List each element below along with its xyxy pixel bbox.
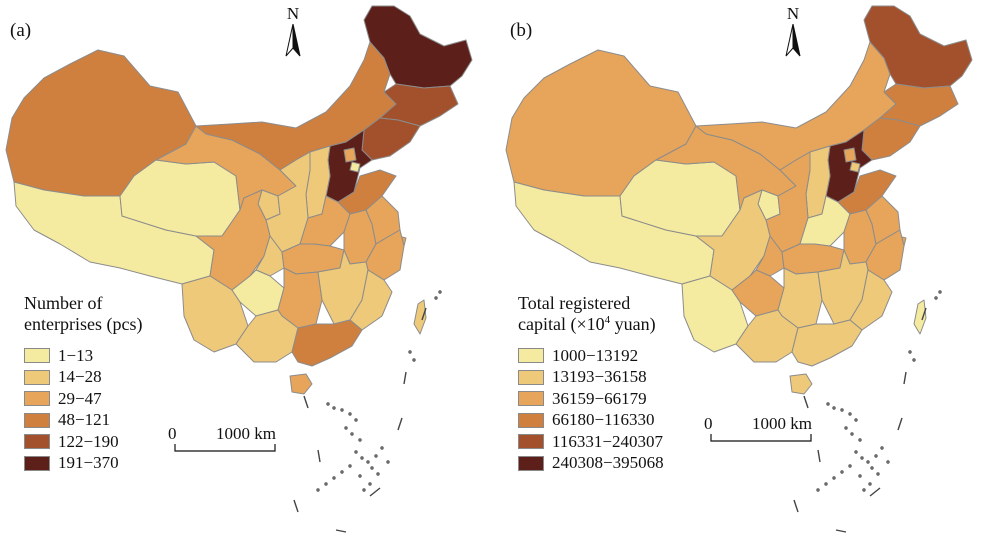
legend-title-line1: Total registered <box>518 293 631 313</box>
legend-swatch <box>518 369 544 385</box>
legend-title-prefix: capital (×10 <box>518 314 605 334</box>
scale-line <box>710 434 812 442</box>
legend-label: 36159−66179 <box>552 388 647 408</box>
map-panel-b: (b) N Total registered capital (×104 yua… <box>500 0 1000 540</box>
legend-item: 122−190 <box>24 431 142 453</box>
region-taiwan <box>413 299 427 335</box>
legend-title-line1: Number of <box>24 293 103 313</box>
panel-label: (b) <box>510 20 533 41</box>
legend-title-exponent: 4 <box>604 314 611 326</box>
north-arrow: N <box>278 4 308 64</box>
north-arrow: N <box>778 4 808 64</box>
legend-label: 66180−116330 <box>552 410 655 430</box>
legend-title-suffix: yuan) <box>610 314 656 334</box>
legend-item: 1000−13192 <box>518 345 664 367</box>
legend-item: 36159−66179 <box>518 388 664 410</box>
region-beijing <box>843 147 857 163</box>
legend: Total registered capital (×104 yuan) 100… <box>518 293 664 474</box>
legend-label: 1−13 <box>58 345 94 365</box>
legend-list: 1−13 14−28 29−47 48−121 122−190 191−370 <box>24 345 142 474</box>
scale-bar: 0 1000 km <box>704 414 834 454</box>
legend-label: 240308−395068 <box>552 453 664 473</box>
choropleth-map-a <box>5 5 473 533</box>
choropleth-map-b <box>505 5 973 533</box>
scale-line <box>174 444 276 452</box>
legend-swatch <box>518 391 544 407</box>
legend-item: 116331−240307 <box>518 431 664 453</box>
legend-label: 191−370 <box>58 453 119 473</box>
legend-item: 13193−36158 <box>518 367 664 389</box>
legend-title-line2: capital (×104 yuan) <box>518 314 664 335</box>
legend-label: 116331−240307 <box>552 431 663 451</box>
region-guangdong <box>291 319 363 367</box>
panel-label: (a) <box>10 20 32 41</box>
legend-item: 1−13 <box>24 345 142 367</box>
legend-label: 13193−36158 <box>552 367 647 387</box>
legend-item: 66180−116330 <box>518 410 664 432</box>
legend-swatch <box>24 369 50 385</box>
legend-item: 14−28 <box>24 367 142 389</box>
legend-swatch <box>24 455 50 471</box>
legend-swatch <box>24 391 50 407</box>
scale-zero-label: 0 <box>168 424 177 443</box>
region-guangdong <box>791 319 863 367</box>
region-hainan <box>789 373 813 395</box>
region-guangxi <box>235 309 299 363</box>
legend-label: 29−47 <box>58 388 102 408</box>
scale-bar: 0 1000 km <box>168 424 298 464</box>
legend-swatch <box>518 455 544 471</box>
map-panel-a: (a) N Number of enterprises (pcs) 1−13 1… <box>5 4 473 533</box>
legend-item: 48−121 <box>24 410 142 432</box>
north-label: N <box>286 4 300 23</box>
legend-item: 191−370 <box>24 453 142 475</box>
north-label: N <box>786 4 800 23</box>
region-taiwan <box>913 299 927 335</box>
scale-distance-label: 1000 km <box>752 414 812 433</box>
legend-title-line2: enterprises (pcs) <box>24 314 143 334</box>
region-hainan <box>289 373 313 395</box>
region-beijing <box>343 147 357 163</box>
north-arrow-icon <box>785 24 801 57</box>
region-tianjin <box>349 161 361 173</box>
legend: Number of enterprises (pcs) 1−13 14−28 2… <box>24 293 142 474</box>
region-jilin <box>379 83 459 127</box>
legend-label: 48−121 <box>58 410 111 430</box>
scale-distance-label: 1000 km <box>216 424 276 443</box>
legend-label: 1000−13192 <box>552 345 639 365</box>
legend-item: 29−47 <box>24 388 142 410</box>
region-tianjin <box>849 161 861 173</box>
legend-title: Number of enterprises (pcs) <box>24 293 142 335</box>
legend-swatch <box>518 434 544 450</box>
legend-label: 14−28 <box>58 367 102 387</box>
legend-item: 240308−395068 <box>518 453 664 475</box>
legend-swatch <box>24 348 50 364</box>
legend-swatch <box>518 412 544 428</box>
legend-label: 122−190 <box>58 431 119 451</box>
region-heilongjiang <box>863 5 973 89</box>
region-guangxi <box>735 309 799 363</box>
north-arrow-icon <box>285 24 301 57</box>
scale-zero-label: 0 <box>704 414 713 433</box>
region-heilongjiang <box>363 5 473 89</box>
region-jilin <box>879 83 959 127</box>
legend-swatch <box>24 412 50 428</box>
legend-swatch <box>518 348 544 364</box>
legend-list: 1000−13192 13193−36158 36159−66179 66180… <box>518 345 664 474</box>
legend-swatch <box>24 434 50 450</box>
legend-title: Total registered capital (×104 yuan) <box>518 293 664 335</box>
